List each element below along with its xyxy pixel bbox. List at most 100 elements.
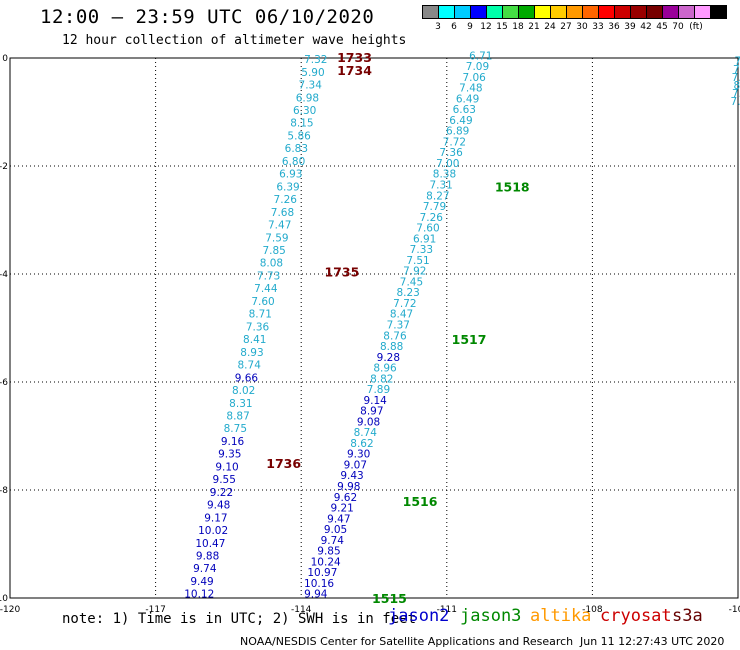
x-tick-label: -117 <box>145 605 165 615</box>
x-tick-label: -114 <box>291 605 312 615</box>
y-tick-label: -10 <box>0 594 8 604</box>
swh-value: 7.06 <box>462 72 486 84</box>
swh-value: 9.10 <box>215 461 238 473</box>
scale-label: 33 <box>592 22 604 32</box>
scale-label: 9 <box>467 22 473 32</box>
x-tick-label: -120 <box>0 605 20 615</box>
plot-frame <box>9 57 739 599</box>
swh-value: 7.36 <box>439 147 463 159</box>
scale-swatch <box>710 5 727 19</box>
swh-value: 7.72 <box>443 136 466 148</box>
swh-value: 8.87 <box>226 410 249 422</box>
pass-time-label: 1733 <box>337 50 372 65</box>
note-text: note: 1) Time is in UTC; 2) SWH is in fe… <box>62 611 417 627</box>
swh-value: 7.60 <box>416 223 439 235</box>
swh-value: 6.91 <box>413 233 436 245</box>
swh-value: 9.49 <box>190 576 213 588</box>
swh-value: 8.74 <box>354 427 378 439</box>
swh-value: 6.63 <box>453 104 476 116</box>
legend-s3a: s3a <box>672 606 703 626</box>
y-tick-label: -6 <box>0 378 8 388</box>
scale-label: 15 <box>496 22 508 32</box>
page-title: 12:00 – 23:59 UTC 06/10/2020 <box>40 6 375 28</box>
swh-value: 6.83 <box>285 143 308 155</box>
footer-timestamp: Jun 11 12:27:43 UTC 2020 <box>580 635 725 648</box>
swh-value: 10.12 <box>184 589 214 601</box>
swh-value: 6.49 <box>449 115 472 127</box>
swh-value: 8.97 <box>360 406 383 418</box>
swh-value: 9.22 <box>210 487 233 499</box>
swh-value: 8.96 <box>373 363 397 375</box>
swh-value: 8.88 <box>380 341 403 353</box>
swh-value: 8.74 <box>238 360 262 372</box>
swh-value: 8.82 <box>370 373 393 385</box>
swh-value: 7.26 <box>274 194 298 206</box>
swh-value: 8.76 <box>383 330 407 342</box>
swh-value: 5.86 <box>287 130 311 142</box>
swh-value: 8.62 <box>350 438 373 450</box>
swh-value: 9.21 <box>330 503 353 515</box>
legend-altika: altika <box>530 606 592 626</box>
swh-value: 9.17 <box>204 512 227 524</box>
swh-value: 6.39 <box>276 181 299 193</box>
swh-value: 7.9 <box>735 56 740 68</box>
swh-value: 8.23 <box>396 287 419 299</box>
swh-value: 8.02 <box>232 385 255 397</box>
swh-value: 7.09 <box>466 61 489 73</box>
swh-value: 6.30 <box>293 105 316 117</box>
swh-value: 8.41 <box>243 334 266 346</box>
swh-value: 9.43 <box>340 470 363 482</box>
x-tick-label: -111 <box>437 605 457 615</box>
swh-value: 9.05 <box>324 524 347 536</box>
scale-label: 24 <box>544 22 556 32</box>
swh-value: 8.31 <box>229 398 252 410</box>
swh-value: 7.72 <box>393 298 416 310</box>
swh-value: 9.30 <box>347 449 370 461</box>
swh-value: 9.16 <box>221 436 245 448</box>
scale-label: 21 <box>528 22 540 32</box>
swh-value: 9.74 <box>321 535 345 547</box>
swh-value: 9.48 <box>207 500 230 512</box>
swh-value: 9.47 <box>327 513 350 525</box>
swh-value: 8.71 <box>249 309 272 321</box>
swh-value: 7.89 <box>367 384 390 396</box>
swh-value: 9.66 <box>235 372 259 384</box>
swh-value: 9.88 <box>196 550 219 562</box>
swh-value: 9.74 <box>193 563 217 575</box>
pass-time-label: 1515 <box>372 591 407 606</box>
scale-label: 27 <box>560 22 572 32</box>
swh-value: 10.02 <box>198 525 228 537</box>
swh-value: 8.27 <box>426 190 449 202</box>
y-tick-label: 0 <box>2 54 8 64</box>
legend-cryosat: cryosat <box>600 606 672 626</box>
swh-value: 7.26 <box>420 212 444 224</box>
swh-value: 9.07 <box>344 459 367 471</box>
swh-value: 10.16 <box>304 578 334 590</box>
swh-value: 7.68 <box>271 207 294 219</box>
legend-jason3: jason3 <box>460 606 522 626</box>
pass-time-label: 1516 <box>403 494 438 509</box>
swh-value: 6.49 <box>456 93 479 105</box>
swh-value: 9.28 <box>377 352 400 364</box>
scale-label: 70 <box>672 22 684 32</box>
pass-time-label: 1518 <box>495 180 530 195</box>
y-tick-label: -8 <box>0 486 8 496</box>
swh-value: 8.08 <box>260 258 283 270</box>
swh-value: 9.85 <box>317 546 340 558</box>
scale-label: 36 <box>608 22 620 32</box>
swh-value: 6.98 <box>296 92 319 104</box>
swh-value: 6.89 <box>446 126 469 138</box>
swh-value: 9.14 <box>363 395 387 407</box>
swh-value: 6.80 <box>282 156 305 168</box>
swh-value: 7.85 <box>262 245 285 257</box>
scale-label: 30 <box>576 22 588 32</box>
scale-label: 39 <box>624 22 636 32</box>
swh-value: 7. <box>732 88 740 100</box>
scale-label: 45 <box>656 22 668 32</box>
swh-value: 7.34 <box>299 80 323 92</box>
swh-value: 10.24 <box>311 556 341 568</box>
swh-value: 9.55 <box>213 474 236 486</box>
swh-value: 8. <box>733 80 740 92</box>
swh-value: 6.93 <box>279 169 302 181</box>
scale-label: 3 <box>435 22 441 32</box>
